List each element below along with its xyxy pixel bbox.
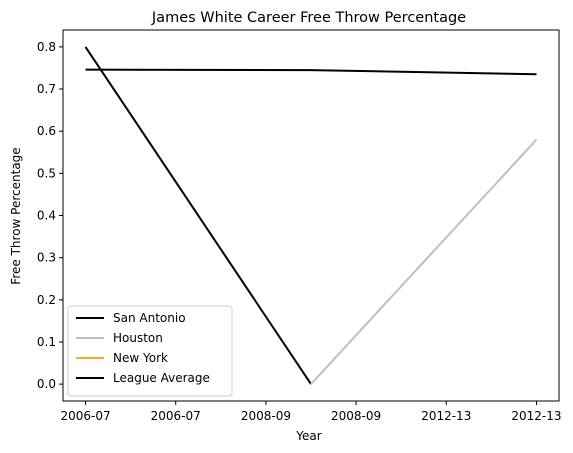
series-line-houston xyxy=(310,138,538,385)
legend-label: San Antonio xyxy=(113,311,186,325)
legend-label: New York xyxy=(113,351,168,365)
chart-title: James White Career Free Throw Percentage xyxy=(151,10,466,26)
y-axis-label: Free Throw Percentage xyxy=(9,147,23,284)
plot-area xyxy=(62,29,560,402)
y-tick-label: 0.4 xyxy=(37,209,56,223)
legend-label: Houston xyxy=(113,331,163,345)
x-tick-label: 2006-07 xyxy=(151,409,201,423)
legend: San Antonio Houston New York League Average xyxy=(67,305,233,397)
y-tick-label: 0.8 xyxy=(37,40,56,54)
series-line-san-antonio xyxy=(84,46,312,385)
y-axis: 0.0 0.1 0.2 0.3 0.4 0.5 0.6 0.7 0.8 xyxy=(37,40,63,391)
y-tick-label: 0.5 xyxy=(37,166,56,180)
x-tick-label: 2008-09 xyxy=(241,409,291,423)
x-tick-label: 2008-09 xyxy=(331,409,381,423)
series-layer xyxy=(84,46,538,385)
x-axis: 2006-07 2006-07 2008-09 2008-09 2012-13 2012-… xyxy=(60,401,562,423)
y-tick-label: 0.6 xyxy=(37,124,56,138)
y-tick-label: 0.2 xyxy=(37,293,56,307)
x-tick-label: 2012-13 xyxy=(511,409,561,423)
y-tick-label: 0.0 xyxy=(37,377,56,391)
y-tick-label: 0.1 xyxy=(37,335,56,349)
legend-label: League Average xyxy=(113,371,210,385)
x-tick-label: 2012-13 xyxy=(421,409,471,423)
x-tick-label: 2006-07 xyxy=(60,409,110,423)
legend-box xyxy=(67,305,233,397)
x-axis-label: Year xyxy=(295,429,321,443)
series-line-league-average xyxy=(85,68,537,76)
y-tick-label: 0.7 xyxy=(37,82,56,96)
y-tick-label: 0.3 xyxy=(37,251,56,265)
